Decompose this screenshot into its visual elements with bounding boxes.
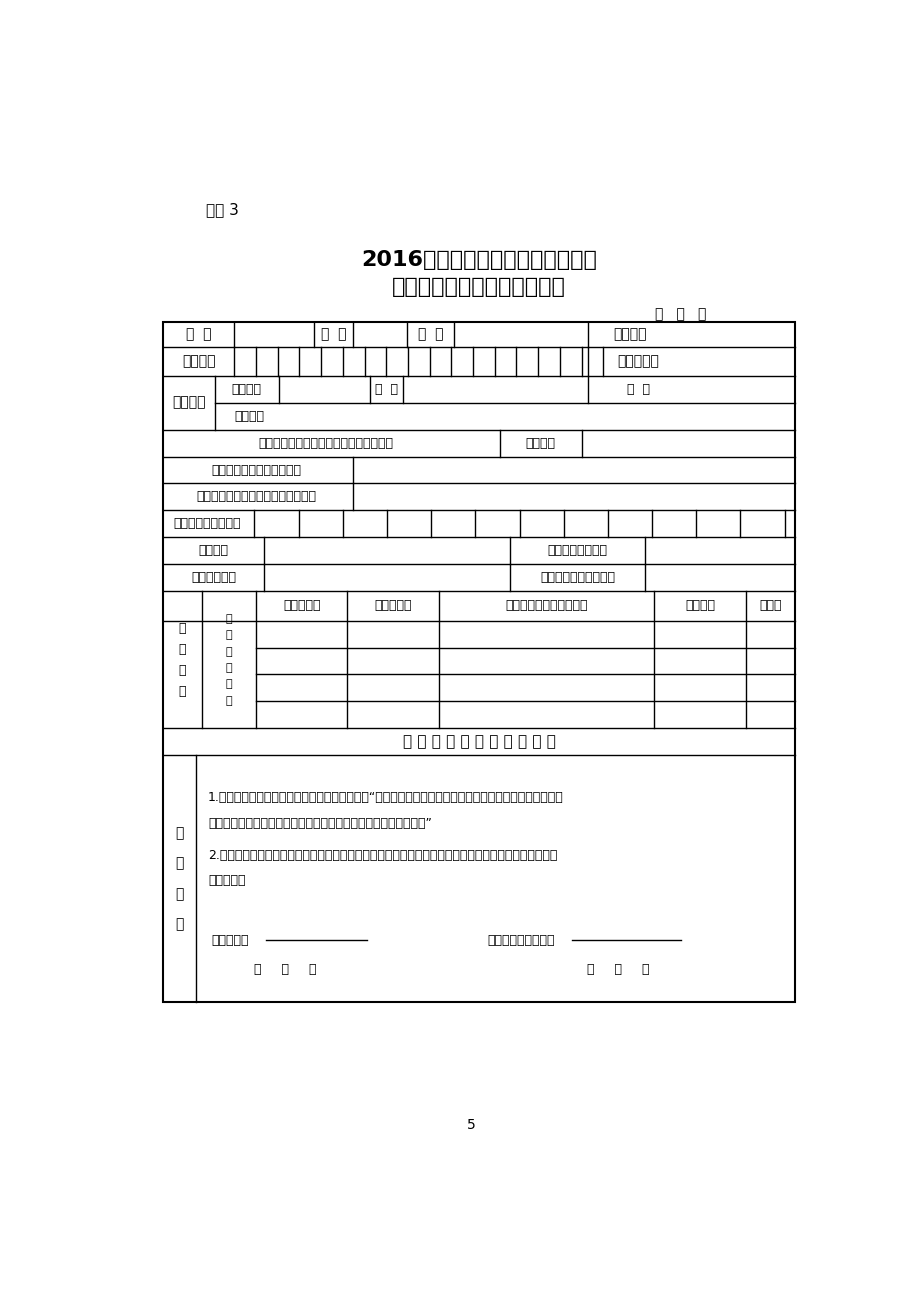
Text: 户籍信息: 户籍信息 — [172, 396, 206, 410]
Text: 监护人（父或母）：: 监护人（父或母）： — [486, 934, 554, 947]
Text: 2.我对高考报名时所填写的各类表格内容及提供的证明资料的真实性、有效性负责，如有虚假，愿意承担: 2.我对高考报名时所填写的各类表格内容及提供的证明资料的真实性、有效性负责，如有… — [208, 849, 557, 862]
Text: 2016年非甘肃省户籍进城务工人员: 2016年非甘肃省户籍进城务工人员 — [361, 250, 596, 271]
Text: 其高考各阶段、各科成绩无效，并按照有关规定处理相关责任人。”: 其高考各阶段、各科成绩无效，并按照有关规定处理相关责任人。” — [208, 816, 431, 829]
Text: 学籍学校: 学籍学校 — [199, 544, 228, 557]
Text: 附件 3: 附件 3 — [206, 203, 239, 217]
Text: 身份证号: 身份证号 — [182, 354, 215, 368]
Text: 5: 5 — [467, 1118, 475, 1131]
Text: 年   月   日: 年 月 日 — [654, 307, 706, 322]
Text: 实际就读学校所在县区: 实际就读学校所在县区 — [539, 572, 615, 585]
Text: 发证单位: 发证单位 — [526, 436, 555, 449]
Text: 考
生
承
诺: 考 生 承 诺 — [175, 825, 183, 931]
Text: 本
人
简
历: 本 人 简 历 — [178, 622, 186, 698]
Text: 随迁子女高考报名资格审查表: 随迁子女高考报名资格审查表 — [391, 277, 565, 297]
Text: 学籍学校所在县区: 学籍学校所在县区 — [547, 544, 607, 557]
Text: 户  别: 户 别 — [626, 383, 649, 396]
Text: 考生签字：: 考生签字： — [211, 934, 249, 947]
Text: 年     月     日: 年 月 日 — [254, 963, 316, 976]
Text: 何时在何地、何校参加学考（会考）: 何时在何地、何校参加学考（会考） — [196, 491, 316, 504]
Text: 以 上 内 容 由 考 生 本 人 填 写: 以 上 内 容 由 考 生 本 人 填 写 — [403, 734, 555, 750]
Text: 实际就读学校: 实际就读学校 — [191, 572, 235, 585]
Text: 1.已知晓国家对高考报名弄虚作假的处理规定：“通过伪造证件、证明、档案及其他材料获得报考资格的，: 1.已知晓国家对高考报名弄虚作假的处理规定：“通过伪造证件、证明、档案及其他材料… — [208, 792, 563, 805]
Text: 户籍住址: 户籍住址 — [234, 410, 265, 423]
Text: 姓  名: 姓 名 — [186, 328, 211, 341]
Text: 应往届类别: 应往届类别 — [617, 354, 658, 368]
Text: 高中或中职生毕业证编号（往届生填写）: 高中或中职生毕业证编号（往届生填写） — [258, 436, 393, 449]
Text: （
高
中
阶
段
）: （ 高 中 阶 段 ） — [225, 613, 232, 706]
Text: 自何年何月: 自何年何月 — [283, 599, 320, 612]
Text: 户主姓名: 户主姓名 — [232, 383, 262, 396]
Text: 一切后果。: 一切后果。 — [208, 875, 245, 887]
Text: 现就读高中学校或毕业学校: 现就读高中学校或毕业学校 — [210, 464, 301, 477]
Text: 证明人: 证明人 — [758, 599, 781, 612]
Text: 学籍辅号（学考号）: 学籍辅号（学考号） — [174, 517, 241, 530]
Text: 在何地何单位学习或工作: 在何地何单位学习或工作 — [505, 599, 587, 612]
Text: 联系电话: 联系电话 — [613, 328, 646, 341]
Text: 年     月     日: 年 月 日 — [587, 963, 650, 976]
Text: 任何职务: 任何职务 — [685, 599, 714, 612]
Text: 民  族: 民 族 — [417, 328, 443, 341]
Bar — [163, 322, 795, 1001]
Text: 至何年何月: 至何年何月 — [374, 599, 412, 612]
Text: 性  别: 性 别 — [321, 328, 346, 341]
Text: 户  号: 户 号 — [374, 383, 397, 396]
